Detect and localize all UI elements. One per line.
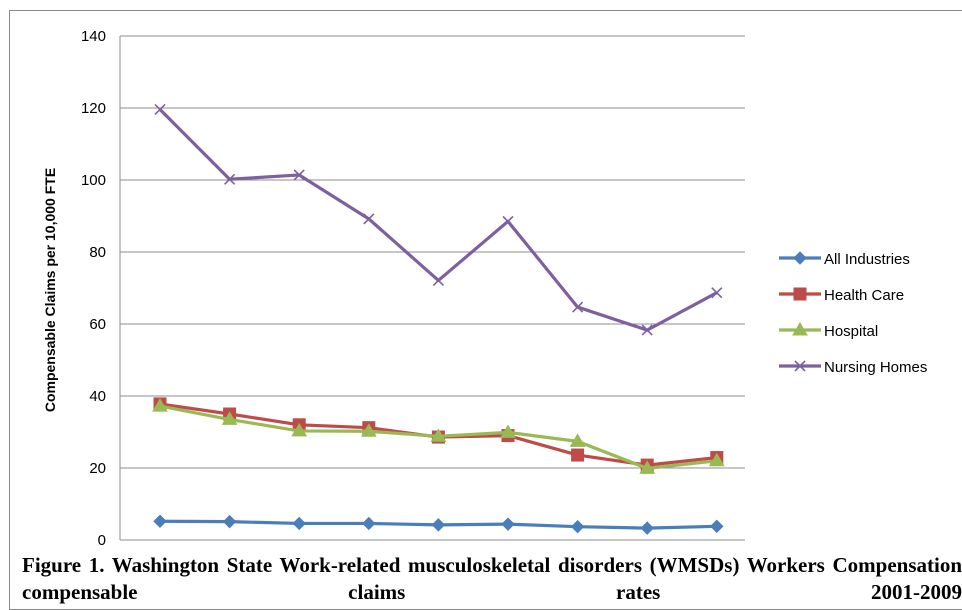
data-point xyxy=(363,213,375,225)
legend-label: All Industries xyxy=(824,251,910,268)
data-point xyxy=(571,448,585,462)
data-point xyxy=(292,516,306,531)
y-tick-label: 100 xyxy=(81,172,106,189)
data-point xyxy=(640,521,654,535)
legend-marker xyxy=(793,251,807,265)
series-nursing-homes xyxy=(154,103,723,336)
data-point xyxy=(572,301,584,313)
legend-entry: Hospital xyxy=(779,322,878,340)
y-tick-label: 140 xyxy=(81,28,106,45)
data-point xyxy=(501,517,515,531)
data-point xyxy=(360,423,377,437)
legend-marker xyxy=(794,360,806,372)
data-point xyxy=(152,398,168,412)
data-point xyxy=(710,519,724,534)
line-chart: 0 20 40 60 80 100 120 140 Compensable Claims pe… xyxy=(42,28,927,549)
legend-marker xyxy=(793,287,807,301)
series-layer xyxy=(152,103,725,535)
data-point xyxy=(500,424,516,438)
y-tick-label: 120 xyxy=(81,100,106,117)
y-tick-label: 80 xyxy=(89,244,106,261)
series-line xyxy=(158,108,718,332)
legend-label: Nursing Homes xyxy=(824,359,927,376)
y-axis: 0 20 40 60 80 100 120 140 xyxy=(81,28,121,549)
legend-entry: Health Care xyxy=(779,287,904,304)
data-point xyxy=(221,411,238,425)
data-point xyxy=(569,433,586,447)
legend-marker xyxy=(792,322,808,336)
data-point xyxy=(362,516,376,531)
gridlines xyxy=(120,35,745,541)
y-tick-label: 60 xyxy=(89,316,106,333)
data-point xyxy=(154,103,166,116)
data-point xyxy=(708,452,725,467)
data-point xyxy=(291,422,308,437)
data-point xyxy=(641,324,653,336)
series-hospital xyxy=(152,398,725,474)
data-point xyxy=(222,514,237,529)
figure-caption: Figure 1. Washington State Work-related … xyxy=(22,553,962,604)
data-point xyxy=(570,519,585,534)
data-point xyxy=(293,169,305,181)
data-point xyxy=(711,287,723,299)
data-point xyxy=(224,173,236,185)
y-axis-label: Compensable Claims per 10,000 FTE xyxy=(42,168,58,412)
series-all-industries xyxy=(153,514,724,535)
data-point xyxy=(431,518,446,532)
data-point xyxy=(639,460,656,474)
data-point xyxy=(502,215,514,227)
y-tick-label: 40 xyxy=(89,388,106,405)
data-point xyxy=(432,274,444,287)
legend-label: Health Care xyxy=(824,287,904,304)
y-tick-label: 20 xyxy=(89,460,106,477)
legend-label: Hospital xyxy=(824,323,878,340)
data-point xyxy=(430,428,447,442)
legend-entry: Nursing Homes xyxy=(779,359,927,376)
legend: All Industries Health Care Hospital Nursing… xyxy=(779,251,927,376)
data-point xyxy=(153,514,167,528)
y-tick-label: 0 xyxy=(98,532,106,549)
legend-entry: All Industries xyxy=(779,251,910,268)
